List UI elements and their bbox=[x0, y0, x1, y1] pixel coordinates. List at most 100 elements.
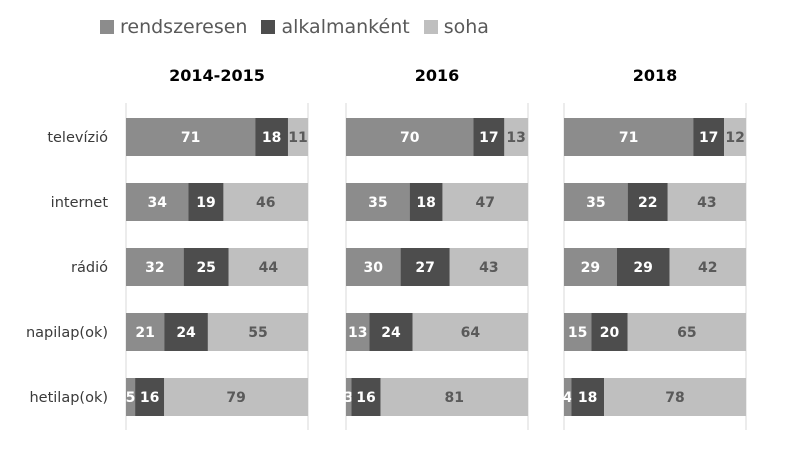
bar-label-p2-r2-s1: 29 bbox=[633, 260, 652, 276]
bar-label-p2-r2-s0: 29 bbox=[581, 260, 600, 276]
legend-label-1: alkalmanként bbox=[281, 16, 410, 38]
bar-label-p1-r4-s1: 16 bbox=[356, 390, 375, 406]
bar-p1-r3-s1 bbox=[369, 313, 413, 351]
bar-label-p0-r4-s1: 16 bbox=[140, 390, 159, 406]
bar-label-p2-r3-s1: 20 bbox=[600, 325, 620, 341]
bar-p0-r2-s2 bbox=[228, 248, 308, 286]
bar-label-p2-r2-s2: 42 bbox=[698, 260, 717, 276]
bar-p2-r0-s2 bbox=[724, 118, 746, 156]
bar-p0-r0-s1 bbox=[255, 118, 288, 156]
bar-label-p1-r3-s0: 13 bbox=[348, 325, 367, 341]
bar-p2-r2-s0 bbox=[564, 248, 617, 286]
bar-label-p1-r1-s0: 35 bbox=[368, 195, 387, 211]
category-label-4: hetilap(ok) bbox=[29, 390, 108, 406]
bar-label-p1-r1-s2: 47 bbox=[475, 195, 494, 211]
bar-p2-r3-s0 bbox=[564, 313, 592, 351]
bar-p2-r1-s2 bbox=[667, 183, 746, 221]
bar-label-p1-r2-s2: 43 bbox=[479, 260, 498, 276]
bar-p2-r4-s1 bbox=[571, 378, 605, 416]
bar-label-p0-r2-s1: 25 bbox=[196, 260, 215, 276]
panel-title-0: 2014-2015 bbox=[169, 66, 265, 85]
bar-p2-r4-s2 bbox=[604, 378, 746, 416]
bar-p0-r4-s2 bbox=[164, 378, 308, 416]
bar-label-p1-r3-s2: 64 bbox=[461, 325, 481, 341]
bar-label-p0-r4-s2: 79 bbox=[226, 390, 245, 406]
bar-label-p1-r2-s0: 30 bbox=[364, 260, 384, 276]
bar-p2-r2-s2 bbox=[669, 248, 746, 286]
legend-item-0: rendszeresen bbox=[100, 16, 247, 38]
bar-p0-r3-s2 bbox=[207, 313, 308, 351]
bar-label-p0-r2-s2: 44 bbox=[259, 260, 279, 276]
bar-p2-r0-s1 bbox=[693, 118, 725, 156]
bar-p0-r0-s2 bbox=[287, 118, 308, 156]
bar-label-p2-r0-s1: 17 bbox=[699, 130, 718, 146]
bar-label-p1-r4-s0: 3 bbox=[344, 390, 354, 406]
bar-label-p1-r0-s2: 13 bbox=[506, 130, 525, 146]
category-label-1: internet bbox=[51, 195, 109, 211]
bar-p2-r3-s2 bbox=[627, 313, 746, 351]
bar-label-p0-r3-s2: 55 bbox=[248, 325, 267, 341]
bar-p1-r0-s0 bbox=[346, 118, 474, 156]
bar-p1-r3-s2 bbox=[412, 313, 528, 351]
bar-label-p0-r0-s2: 11 bbox=[288, 130, 307, 146]
bar-label-p0-r3-s0: 21 bbox=[135, 325, 154, 341]
legend-swatch-2 bbox=[423, 20, 438, 34]
bar-p1-r2-s2 bbox=[449, 248, 528, 286]
bar-p1-r2-s0 bbox=[346, 248, 401, 286]
legend-label-0: rendszeresen bbox=[120, 16, 248, 38]
bar-p2-r2-s1 bbox=[616, 248, 670, 286]
bar-p0-r3-s0 bbox=[126, 313, 165, 351]
bar-label-p0-r1-s1: 19 bbox=[196, 195, 215, 211]
bar-p2-r4-s0 bbox=[564, 378, 572, 416]
bar-p0-r3-s1 bbox=[164, 313, 208, 351]
bar-label-p2-r4-s1: 18 bbox=[578, 390, 597, 406]
bar-p0-r4-s0 bbox=[126, 378, 136, 416]
bar-p1-r4-s2 bbox=[380, 378, 528, 416]
bar-p1-r4-s0 bbox=[346, 378, 352, 416]
panel-title-2: 2018 bbox=[633, 66, 678, 85]
bar-p1-r0-s1 bbox=[473, 118, 505, 156]
bar-p2-r1-s0 bbox=[564, 183, 628, 221]
bar-label-p0-r3-s1: 24 bbox=[176, 325, 196, 341]
bar-p0-r2-s0 bbox=[126, 248, 184, 286]
bar-label-p0-r4-s0: 5 bbox=[126, 390, 136, 406]
bar-label-p1-r0-s0: 70 bbox=[400, 130, 420, 146]
bar-label-p1-r4-s2: 81 bbox=[445, 390, 464, 406]
bar-p0-r2-s1 bbox=[183, 248, 229, 286]
bar-p1-r1-s0 bbox=[346, 183, 410, 221]
bar-label-p2-r1-s0: 35 bbox=[586, 195, 605, 211]
bar-p1-r3-s0 bbox=[346, 313, 370, 351]
bar-p1-r1-s2 bbox=[442, 183, 528, 221]
legend-item-1: alkalmanként bbox=[261, 16, 410, 38]
bar-p0-r1-s1 bbox=[188, 183, 224, 221]
bar-label-p0-r2-s0: 32 bbox=[145, 260, 164, 276]
bar-label-p1-r3-s1: 24 bbox=[381, 325, 401, 341]
bar-label-p0-r0-s1: 18 bbox=[262, 130, 281, 146]
bar-p0-r1-s0 bbox=[126, 183, 189, 221]
bar-label-p2-r1-s2: 43 bbox=[697, 195, 716, 211]
bar-label-p2-r1-s1: 22 bbox=[638, 195, 657, 211]
category-label-2: rádió bbox=[71, 260, 108, 276]
bar-p2-r3-s1 bbox=[591, 313, 628, 351]
chart-legend: rendszeresen alkalmanként soha bbox=[100, 14, 489, 40]
bar-label-p2-r3-s0: 15 bbox=[568, 325, 587, 341]
bar-label-p2-r0-s0: 71 bbox=[619, 130, 638, 146]
bar-label-p2-r4-s0: 4 bbox=[563, 390, 573, 406]
bar-label-p2-r0-s2: 12 bbox=[725, 130, 744, 146]
legend-swatch-1 bbox=[261, 20, 276, 34]
panel-title-1: 2016 bbox=[415, 66, 460, 85]
bar-p0-r1-s2 bbox=[223, 183, 308, 221]
bar-p0-r0-s0 bbox=[126, 118, 256, 156]
legend-swatch-0 bbox=[100, 20, 114, 34]
bar-label-p1-r2-s1: 27 bbox=[415, 260, 434, 276]
bar-p1-r1-s1 bbox=[409, 183, 443, 221]
bar-label-p2-r4-s2: 78 bbox=[665, 390, 684, 406]
bar-label-p0-r0-s0: 71 bbox=[181, 130, 200, 146]
category-label-0: televízió bbox=[47, 130, 108, 146]
bar-label-p1-r0-s1: 17 bbox=[479, 130, 498, 146]
bar-p1-r2-s1 bbox=[400, 248, 450, 286]
bar-p1-r0-s2 bbox=[504, 118, 528, 156]
bar-label-p2-r3-s2: 65 bbox=[677, 325, 696, 341]
